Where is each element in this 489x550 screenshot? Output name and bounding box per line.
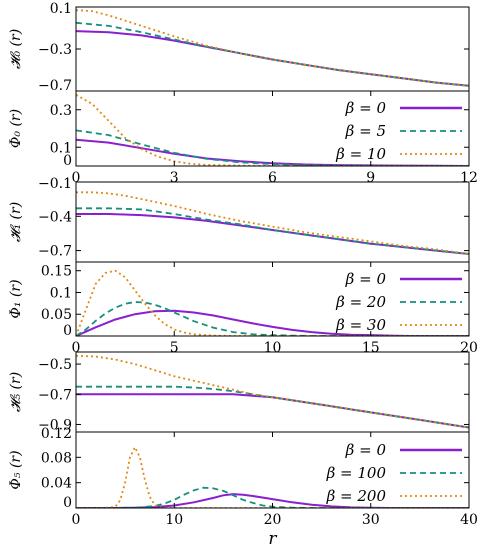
x-tick-label: 10: [264, 340, 282, 356]
legend-label: β = 0: [345, 270, 387, 288]
panel-0: 0.1 −0.3 −0.7 𝓗₀ (r): [8, 1, 470, 94]
y-tick-label: −0.4: [38, 209, 72, 225]
panel-y-label: Φ₀ (r): [8, 109, 24, 148]
legend-label: β = 20: [335, 293, 386, 311]
y-tick-label: 0.15: [41, 264, 72, 280]
series-line-b1: [76, 385, 469, 429]
y-tick-label: 0: [63, 495, 72, 511]
y-tick-label: −0.7: [38, 244, 72, 260]
y-tick-label: 0: [63, 153, 72, 169]
x-tick-label: 0: [72, 340, 81, 356]
panel-y-label: 𝓗₀ (r): [8, 29, 24, 69]
y-tick-label: −0.7: [38, 387, 72, 403]
y-tick-label: 0.12: [41, 426, 72, 442]
x-tick-label: 0: [72, 512, 81, 528]
series-line-b0: [76, 393, 469, 429]
series-line-b1: [76, 207, 469, 255]
x-tick-label: 0: [72, 170, 81, 186]
y-tick-label: 0.1: [50, 140, 72, 156]
plot-frame: [75, 181, 470, 263]
panel-y-label: 𝓗₅ (r): [8, 372, 24, 412]
series-line-b0: [76, 213, 469, 255]
y-tick-label: −0.3: [38, 42, 72, 58]
legend-label: β = 10: [335, 145, 386, 163]
x-tick-label: 20: [264, 512, 282, 528]
legend-label: β = 0: [345, 441, 387, 459]
panel-5: 0 0.04 0.08 0.12 0 10 20 30 40 Φ₅ (r) β = 0 β = 100…: [8, 426, 478, 549]
y-tick-label: −0.5: [38, 357, 72, 373]
legend: β = 0 β = 5 β = 10: [335, 99, 462, 163]
y-tick-label: 0.3: [50, 103, 72, 119]
series-line-b1: [76, 301, 469, 336]
legend-label: β = 0: [345, 99, 387, 117]
x-tick-label: 9: [366, 170, 375, 186]
legend: β = 0 β = 20 β = 30: [335, 270, 462, 334]
y-tick-label: 0.08: [41, 450, 72, 466]
x-tick-label: 15: [362, 340, 380, 356]
y-tick-label: −0.1: [38, 176, 72, 192]
series-line-b2: [76, 269, 469, 336]
series-line-b1: [76, 129, 469, 166]
series-line-b1: [76, 486, 469, 508]
x-tick-label: 30: [362, 512, 380, 528]
panel-2: −0.1 −0.4 −0.7 𝓗₁ (r): [8, 176, 470, 263]
y-tick-label: 0.05: [41, 307, 72, 323]
legend-label: β = 200: [326, 487, 387, 505]
panel-4: −0.5 −0.7 −0.9 𝓗₅ (r): [8, 351, 470, 433]
y-tick-label: 0: [63, 323, 72, 339]
series-line-b2: [76, 191, 469, 255]
x-tick-label: 10: [165, 512, 183, 528]
x-tick-label: 5: [170, 340, 179, 356]
x-tick-label: 3: [170, 170, 179, 186]
legend-label: β = 100: [326, 464, 387, 482]
x-axis-label: r: [268, 529, 277, 549]
panel-y-label: 𝓗₁ (r): [8, 202, 24, 242]
series-line-b1: [76, 21, 469, 87]
y-tick-label: 0.04: [41, 476, 72, 492]
legend: β = 0 β = 100 β = 200: [326, 441, 462, 505]
x-tick-label: 6: [268, 170, 277, 186]
plot-frame: [75, 351, 470, 433]
series-line-b0: [76, 30, 469, 87]
legend-label: β = 5: [345, 122, 386, 140]
legend-label: β = 30: [335, 316, 386, 334]
y-tick-label: −0.9: [38, 417, 72, 433]
series-line-b2: [76, 354, 469, 429]
series-line-b2: [76, 9, 469, 87]
y-tick-label: 0.1: [50, 285, 72, 301]
panel-y-label: Φ₅ (r): [8, 450, 24, 489]
x-tick-label: 40: [460, 512, 478, 528]
y-tick-label: 0.1: [50, 1, 72, 17]
panel-y-label: Φ₁ (r): [8, 279, 24, 318]
y-tick-label: −0.7: [38, 78, 72, 94]
